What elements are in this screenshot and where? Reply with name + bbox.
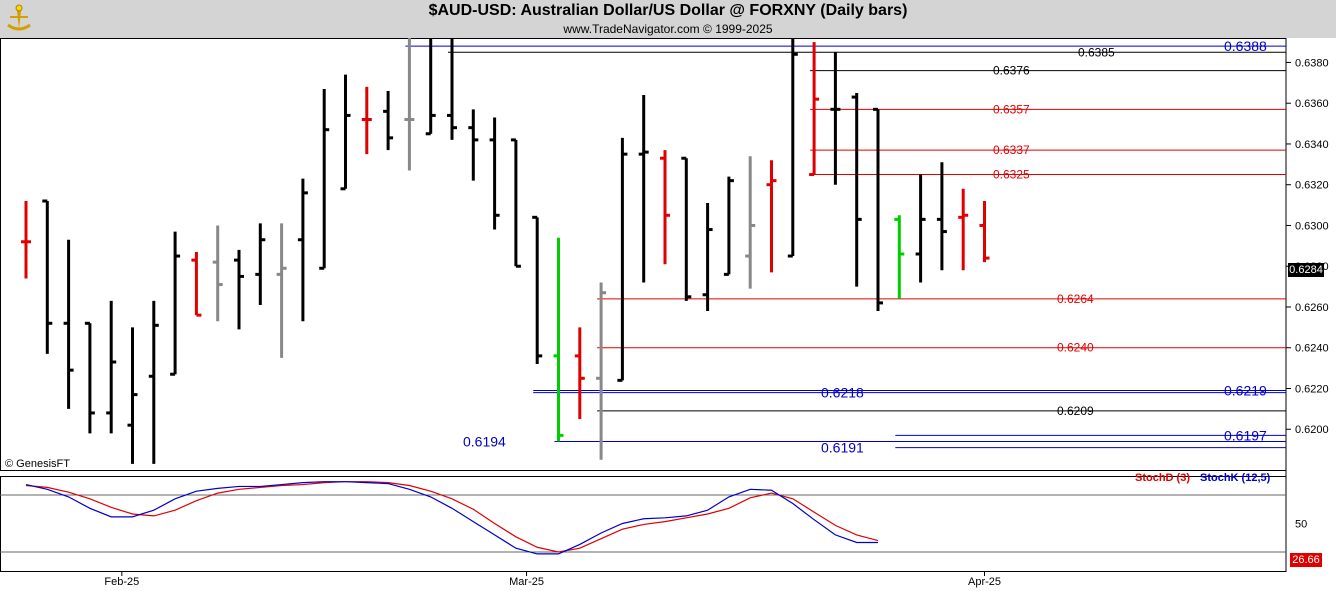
- level-label: 0.6264: [1057, 292, 1094, 306]
- y-tick-label: 0.6200: [1295, 424, 1329, 436]
- y-tick-label: 0.6260: [1295, 302, 1329, 314]
- stoch-last-value-tag: 26.66: [1290, 553, 1322, 567]
- y-tick-label: 0.6360: [1295, 98, 1329, 110]
- level-label: 0.6357: [993, 102, 1030, 116]
- x-tick-label: Mar-25: [509, 576, 544, 588]
- level-label: 0.6337: [993, 143, 1030, 157]
- x-tick-label: Apr-25: [968, 576, 1001, 588]
- stoch-k-line: [25, 481, 878, 555]
- level-label: 0.6240: [1057, 341, 1094, 355]
- legend-stochd: StochD (3): [1135, 472, 1190, 484]
- y-tick-label: 0.6220: [1295, 383, 1329, 395]
- x-tick-label: Feb-25: [104, 576, 139, 588]
- copyright-label: © GenesisFT: [5, 458, 70, 470]
- trade-navigator-logo-icon: [7, 4, 31, 31]
- date-axis-band: [0, 572, 1336, 591]
- chart-title: $AUD-USD: Australian Dollar/US Dollar @ …: [428, 2, 908, 19]
- y-tick-label: 0.6300: [1295, 220, 1329, 232]
- level-label: 0.6194: [463, 433, 506, 449]
- level-label: 0.6219: [1224, 383, 1267, 399]
- last-price-tag: 0.6284: [1288, 263, 1324, 277]
- y-tick-label: 0.6320: [1295, 180, 1329, 192]
- level-label: 0.6385: [1078, 45, 1115, 59]
- level-label: 0.6218: [821, 385, 864, 401]
- level-label: 0.6325: [993, 168, 1030, 182]
- level-label: 0.6376: [993, 64, 1030, 78]
- chart-subtitle: www.TradeNavigator.com © 1999-2025: [563, 22, 773, 36]
- y-tick-label: 0.6380: [1295, 57, 1329, 69]
- level-label: 0.6191: [821, 440, 864, 456]
- stoch-d-line: [25, 481, 879, 553]
- y-tick-label: 0.6340: [1295, 139, 1329, 151]
- y-tick-label: 0.6240: [1295, 343, 1329, 355]
- legend-stochk: StochK (12,5): [1200, 472, 1271, 484]
- level-label: 0.6388: [1224, 38, 1267, 54]
- header-band: [0, 0, 1336, 38]
- level-label: 0.6209: [1057, 404, 1094, 418]
- level-label: 0.6197: [1224, 427, 1267, 443]
- stoch-y-tick-label: 50: [1295, 519, 1307, 531]
